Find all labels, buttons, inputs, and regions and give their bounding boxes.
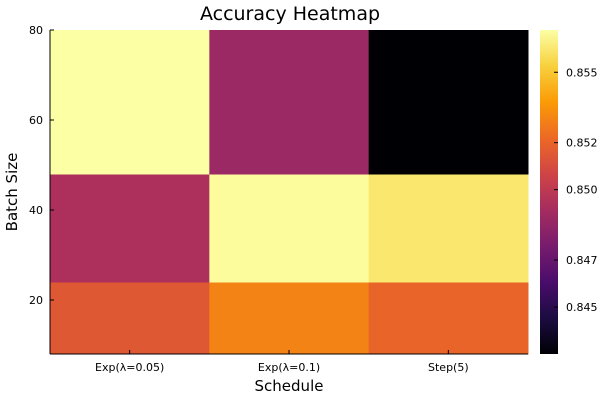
y-axis-label: Batch Size [3, 153, 21, 232]
x-tick-label: Step(5) [428, 361, 469, 374]
heatmap-cell [368, 282, 529, 355]
heatmap-cell [368, 174, 529, 283]
chart-title: Accuracy Heatmap [200, 3, 380, 25]
heatmap-cell [209, 174, 370, 283]
y-axis-ticks: 20 40 60 80 [29, 24, 54, 307]
heatmap-cell [209, 30, 370, 175]
x-tick-label: Exp(λ=0.1) [258, 361, 320, 374]
heatmap-cell [209, 282, 370, 355]
y-tick-label: 20 [29, 294, 43, 307]
heatmap-cells [50, 30, 529, 355]
heatmap-cell [50, 174, 210, 283]
heatmap-cell [50, 30, 210, 175]
colorbar-ticks: 0.845 0.847 0.850 0.852 0.855 [554, 66, 598, 314]
y-tick-label: 40 [29, 204, 43, 217]
x-tick-label: Exp(λ=0.05) [95, 361, 164, 374]
x-axis-label: Schedule [255, 377, 324, 395]
colorbar-tick-label: 0.852 [566, 137, 598, 150]
x-axis-ticks: Exp(λ=0.05) Exp(λ=0.1) Step(5) [95, 350, 469, 374]
colorbar-tick-label: 0.847 [566, 254, 598, 267]
y-tick-label: 80 [29, 24, 43, 37]
heatmap-cell [368, 30, 529, 175]
colorbar-tick-label: 0.845 [566, 301, 598, 314]
heatmap-cell [50, 282, 210, 355]
colorbar-tick-label: 0.855 [566, 66, 598, 79]
colorbar [540, 30, 558, 354]
y-tick-label: 60 [29, 114, 43, 127]
colorbar-tick-label: 0.850 [566, 184, 598, 197]
